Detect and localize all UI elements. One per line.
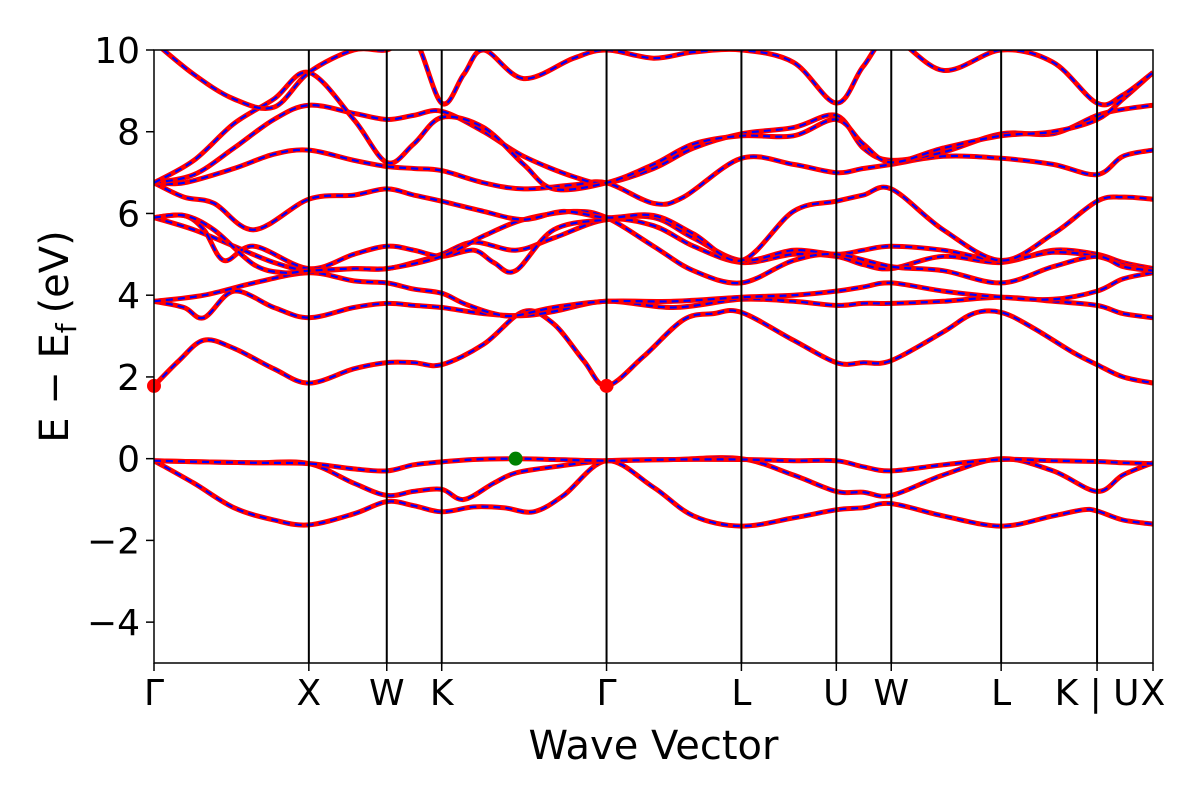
x-tick-label: U: [823, 673, 849, 714]
y-tick-label: −4: [87, 603, 140, 644]
y-tick-label: 4: [117, 276, 140, 317]
y-tick-label: 8: [117, 113, 140, 154]
x-tick-label: K | U: [1055, 673, 1140, 714]
y-tick-label: 2: [117, 358, 140, 399]
band-13-dashed: [154, 71, 1153, 191]
band-edge-markers: [147, 378, 614, 466]
y-axis-title-main: E − E: [32, 333, 78, 443]
band-9-solid: [154, 208, 1153, 286]
band-11-solid: [154, 147, 1153, 207]
plot-frame: [153, 49, 1154, 664]
band-6-solid: [154, 270, 1153, 319]
band-12-solid: [154, 102, 1153, 186]
band-13-solid: [154, 69, 1153, 193]
y-axis: −4 −2 0 2 4 6 8 10: [87, 31, 154, 644]
band-3-dashed: [154, 457, 1153, 473]
x-tick-label: L: [731, 673, 751, 714]
x-tick-label: Γ: [144, 673, 164, 714]
y-tick-label: −2: [87, 521, 140, 562]
cbm-marker: [599, 378, 614, 393]
x-tick-label: Γ: [597, 673, 617, 714]
x-tick-label: W: [369, 673, 405, 714]
y-axis-title-sub: f: [50, 322, 83, 333]
band-10-dashed: [154, 181, 1153, 262]
x-tick-label: X: [1141, 673, 1166, 714]
y-tick-label: 10: [94, 31, 140, 72]
y-tick-label: 0: [117, 440, 140, 481]
y-axis-title-unit: (eV): [32, 230, 78, 313]
band-10-solid: [154, 180, 1153, 264]
band-8-solid: [154, 212, 1153, 275]
band-11-dashed: [154, 148, 1153, 206]
band-7-dashed: [154, 216, 1153, 273]
x-tick-label: L: [991, 673, 1011, 714]
kpoint-separators: [307, 50, 1099, 663]
y-tick-label: 6: [117, 194, 140, 235]
y-axis-title: E − Ef (eV): [32, 230, 83, 443]
x-tick-label: X: [297, 673, 322, 714]
x-tick-label: K: [430, 673, 455, 714]
band-12-dashed: [154, 104, 1153, 185]
band-4-solid: [154, 307, 1153, 389]
vbm-marker: [508, 451, 523, 466]
band-14-dashed: [161, 50, 1153, 110]
band-1-dashed: [154, 459, 1153, 528]
band-lines: [154, 50, 1153, 529]
band-6-dashed: [154, 271, 1153, 318]
band-1-solid: [154, 458, 1153, 529]
x-tick-label: W: [873, 673, 909, 714]
x-axis-title: Wave Vector: [529, 723, 780, 769]
